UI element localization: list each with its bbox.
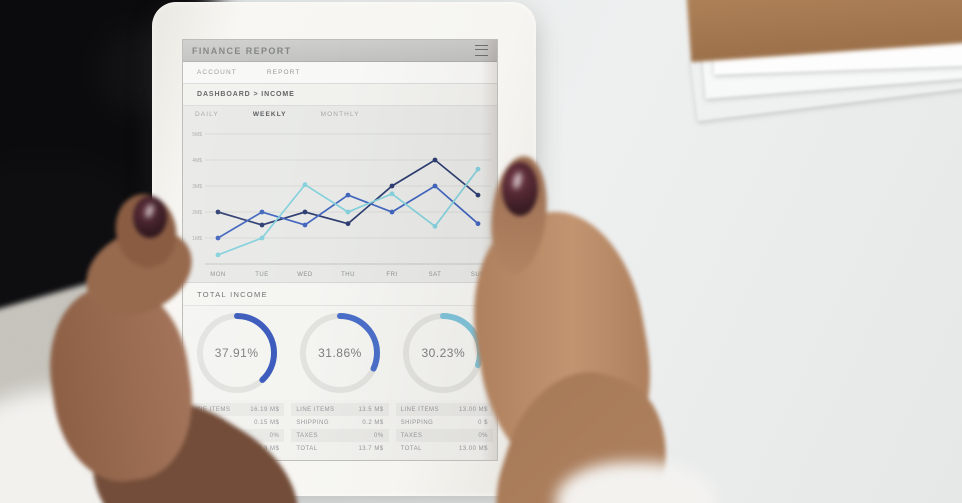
series-cyan-point xyxy=(302,182,308,188)
series-blue-point xyxy=(302,222,308,228)
series-cyan-point xyxy=(432,223,438,229)
row-label: TAXES xyxy=(192,432,214,439)
x-tick-label: FRI xyxy=(386,272,397,278)
x-tick-label: THU xyxy=(341,272,355,278)
row-value: 13.5 M$ xyxy=(358,406,384,413)
row-value: 0% xyxy=(478,432,488,439)
y-tick-label: 3M$ xyxy=(192,184,202,190)
x-tick-label: MON xyxy=(210,272,226,278)
row-value: 0.15 M$ xyxy=(254,419,280,426)
series-navy-point xyxy=(475,192,481,198)
row-label: LINE ITEMS xyxy=(400,406,439,413)
table-row: SHIPPING 0.2 M$ xyxy=(291,416,388,429)
table-row: LINE ITEMS 16.19 M$ xyxy=(187,403,285,416)
row-value: 0 $ xyxy=(478,419,488,426)
series-blue-point xyxy=(215,235,221,241)
series-navy-point xyxy=(259,222,265,228)
app-header: FINANCE REPORT xyxy=(183,40,497,62)
tab-report[interactable]: REPORT xyxy=(266,69,301,76)
income-line-chart: 5M$ 4M$ 3M$ 2M$ 1M$ MON TUE WED THU FRI SAT SUN xyxy=(192,132,491,278)
series-blue-point xyxy=(259,209,265,215)
row-value: 0% xyxy=(269,432,280,439)
y-tick-label: 5M$ xyxy=(192,132,202,138)
tablet-device: FINANCE REPORT ACCOUNT REPORT DASHBOARD … xyxy=(152,2,536,496)
donut-chart-3: 30.23% xyxy=(395,307,491,399)
x-tick-label: TUE xyxy=(255,272,269,278)
x-tick-label: SAT xyxy=(429,272,442,278)
row-label: LINE ITEMS xyxy=(296,406,335,413)
tab-daily[interactable]: DAILY xyxy=(195,111,219,118)
series-cyan-point xyxy=(475,166,481,172)
row-label: TAXES xyxy=(296,432,319,439)
table-row: TOTAL 13.00 M$ xyxy=(396,442,493,455)
tab-account[interactable]: ACCOUNT xyxy=(197,69,237,76)
series-blue-point xyxy=(345,192,351,198)
series-blue-point xyxy=(389,209,395,215)
row-label: SHIPPING xyxy=(296,419,330,426)
breadcrumb[interactable]: DASHBOARD > INCOME xyxy=(183,84,497,106)
x-tick-label: WED xyxy=(297,272,313,278)
income-table: LINE ITEMS 13.00 M$ SHIPPING 0 $ TAXES 0% TOTA… xyxy=(395,403,493,455)
income-table: LINE ITEMS 16.19 M$ SHIPPING 0.15 M$ TAXES 0%… xyxy=(187,403,285,455)
row-value: 16.3 M$ xyxy=(254,445,280,452)
series-cyan-point xyxy=(259,235,265,241)
row-label: TOTAL xyxy=(192,445,214,452)
series-navy-point xyxy=(302,209,308,215)
series-blue-point xyxy=(475,221,481,227)
series-navy-point xyxy=(345,221,351,227)
table-row: LINE ITEMS 13.00 M$ xyxy=(395,403,493,416)
row-value: 13.00 M$ xyxy=(458,406,488,413)
income-table: LINE ITEMS 13.5 M$ SHIPPING 0.2 M$ TAXES 0% TO… xyxy=(291,403,389,455)
row-label: LINE ITEMS xyxy=(192,406,231,413)
series-cyan-point xyxy=(389,191,395,197)
table-row: TAXES 0% xyxy=(187,429,285,442)
hamburger-menu-icon[interactable] xyxy=(475,45,488,56)
series-navy-point xyxy=(389,183,395,189)
income-tables: LINE ITEMS 16.19 M$ SHIPPING 0.15 M$ TAXES 0%… xyxy=(183,400,497,458)
table-row: TAXES 0% xyxy=(291,429,389,442)
row-label: TOTAL xyxy=(400,445,422,452)
y-tick-label: 1M$ xyxy=(192,236,202,242)
series-navy-point xyxy=(215,209,221,215)
chart-panel: DAILY WEEKLY MONTHLY 5M$ 4M$ 3M$ 2M$ 1M$ MON T… xyxy=(183,106,497,283)
table-row: TAXES 0% xyxy=(395,429,493,442)
nav-tabs: ACCOUNT REPORT xyxy=(183,62,497,84)
series-cyan-point xyxy=(345,209,351,215)
y-tick-label: 4M$ xyxy=(192,158,202,164)
tab-monthly[interactable]: MONTHLY xyxy=(320,111,360,118)
x-tick-label: SUN xyxy=(471,272,485,278)
row-label: TAXES xyxy=(400,432,423,439)
table-row: TOTAL 13.7 M$ xyxy=(291,442,388,455)
row-value: 13.00 M$ xyxy=(458,445,488,452)
table-row: LINE ITEMS 13.5 M$ xyxy=(291,403,389,416)
tab-weekly[interactable]: WEEKLY xyxy=(252,111,287,118)
donut-value: 37.91% xyxy=(214,346,259,360)
donut-value: 31.86% xyxy=(318,346,362,360)
table-row: SHIPPING 0 $ xyxy=(396,416,493,429)
row-value: 13.7 M$ xyxy=(358,445,384,452)
donut-chart-1: 37.91% xyxy=(189,307,285,399)
table-row: TOTAL 16.3 M$ xyxy=(187,442,284,455)
page-title: FINANCE REPORT xyxy=(192,45,292,56)
row-label: TOTAL xyxy=(296,445,318,452)
row-label: SHIPPING xyxy=(192,419,225,426)
row-value: 0% xyxy=(373,432,384,439)
period-tabs: DAILY WEEKLY MONTHLY xyxy=(195,111,360,118)
series-blue-point xyxy=(432,183,438,189)
donut-row: 37.91% 31.86% 30.23% xyxy=(183,306,497,400)
row-label: SHIPPING xyxy=(400,419,434,426)
series-navy-point xyxy=(432,157,438,163)
total-income-title: TOTAL INCOME xyxy=(183,283,497,306)
donut-chart-2: 31.86% xyxy=(292,307,388,399)
table-row: SHIPPING 0.15 M$ xyxy=(187,416,284,429)
tablet-screen: FINANCE REPORT ACCOUNT REPORT DASHBOARD … xyxy=(182,39,498,461)
row-value: 16.19 M$ xyxy=(250,406,280,413)
y-tick-label: 2M$ xyxy=(192,210,202,216)
series-cyan-point xyxy=(215,252,221,258)
donut-value: 30.23% xyxy=(421,346,466,360)
row-value: 0.2 M$ xyxy=(362,419,384,426)
